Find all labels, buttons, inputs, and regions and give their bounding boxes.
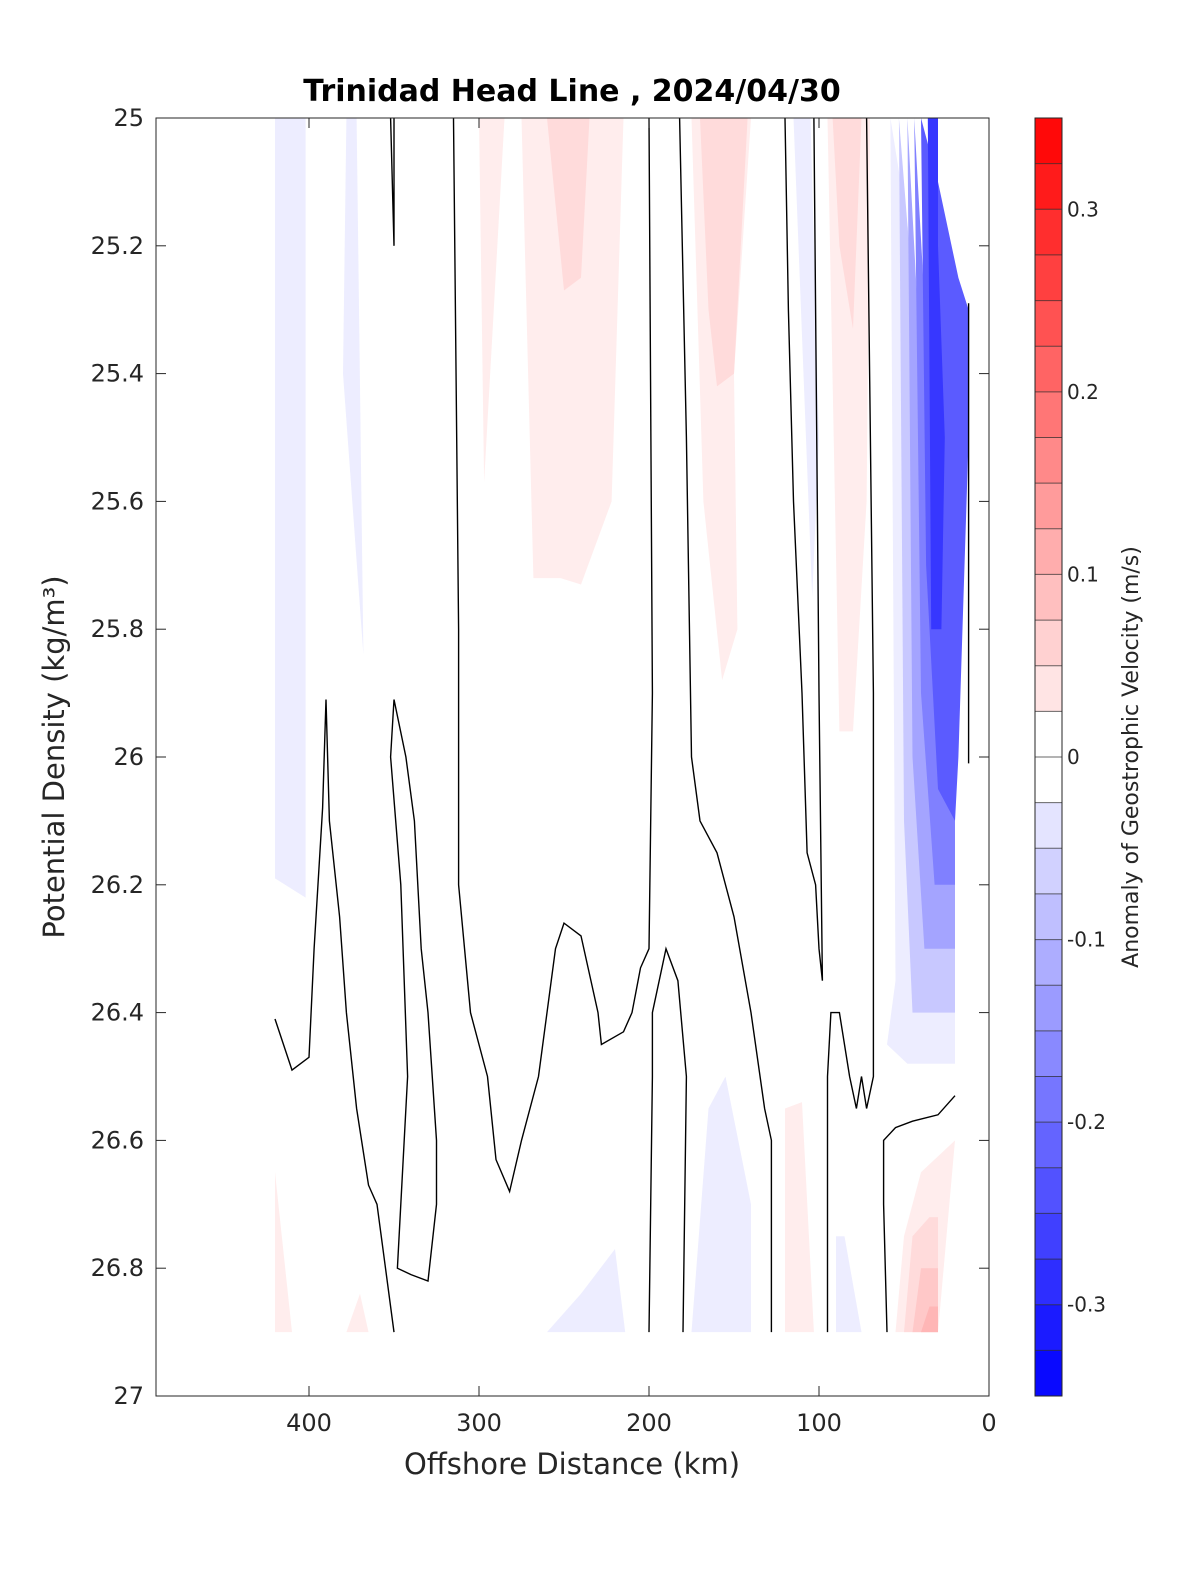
filled-contour-region — [275, 118, 306, 898]
y-tick-label: 25.6 — [91, 487, 144, 515]
filled-contour-region — [700, 118, 748, 387]
x-tick-label: 0 — [981, 1409, 996, 1437]
colorbar-tick-label: 0.3 — [1067, 197, 1099, 221]
zero-contour-line — [678, 118, 773, 1333]
zero-contour-line — [389, 699, 438, 1282]
chart-title: Trinidad Head Line , 2024/04/30 — [303, 74, 840, 109]
colorbar-label: Anomaly of Geostrophic Velocity (m/s) — [1119, 546, 1144, 968]
filled-contour-region — [836, 1236, 862, 1333]
colorbar-level — [1035, 483, 1062, 529]
colorbar-tick-label: 0.2 — [1067, 380, 1099, 404]
colorbar-level — [1035, 620, 1062, 666]
filled-contour-region — [547, 1249, 626, 1333]
colorbar-tick-label: -0.3 — [1067, 1293, 1106, 1317]
colorbar-tick-label: -0.1 — [1067, 928, 1106, 952]
zero-contour-lines — [274, 118, 970, 1333]
colorbar-tick-label: 0 — [1067, 745, 1080, 769]
colorbar-level — [1035, 848, 1062, 894]
colorbar-level — [1035, 254, 1062, 301]
colorbar-level — [1035, 391, 1062, 438]
colorbar-level — [1035, 893, 1062, 940]
colorbar-level — [1035, 939, 1062, 986]
colorbar-level — [1035, 300, 1062, 347]
y-axis-label: Potential Density (kg/m³) — [37, 575, 71, 938]
filled-contour-region — [921, 1306, 938, 1333]
zero-contour-line — [452, 118, 654, 1194]
colorbar-level — [1035, 665, 1062, 712]
colorbar-level — [1035, 1076, 1062, 1123]
colorbar-level — [1035, 757, 1062, 803]
colorbar-level — [1035, 711, 1062, 757]
filled-contour-region — [827, 118, 870, 732]
colorbar-level — [1035, 1259, 1062, 1305]
filled-contour-region — [275, 1172, 292, 1333]
filled-contour-region — [547, 118, 590, 291]
y-tick-label: 25.8 — [91, 615, 144, 643]
filled-contour-region — [927, 118, 945, 630]
zero-contour-line — [826, 118, 875, 1333]
colorbar-level — [1035, 209, 1062, 255]
colorbar-level — [1035, 1167, 1062, 1214]
colorbar-level — [1035, 118, 1062, 164]
y-tick-label: 25.2 — [91, 232, 144, 260]
filled-contour-region — [343, 118, 364, 655]
zero-contour-line — [274, 699, 395, 1333]
x-tick-label: 400 — [286, 1409, 332, 1437]
colorbar-level — [1035, 1030, 1062, 1077]
x-tick-label: 300 — [456, 1409, 502, 1437]
colorbar-level — [1035, 346, 1062, 392]
axes: 400 300 200 100 0 25 25.2 25.4 25.6 25.8 26 26.2 26.… — [91, 104, 997, 1437]
colorbar-level — [1035, 802, 1062, 849]
filled-contours — [275, 118, 969, 1333]
zero-contour-line — [784, 118, 824, 981]
filled-contour-region — [793, 118, 819, 598]
filled-contour-region — [521, 118, 624, 585]
zero-contour-line — [882, 1095, 956, 1333]
filled-contour-region — [691, 1076, 751, 1333]
filled-contour-region — [479, 118, 505, 483]
colorbar-tick-label: 0.1 — [1067, 562, 1099, 586]
colorbar-level — [1035, 985, 1062, 1031]
filled-contour-region — [832, 118, 862, 329]
filled-contour-region — [785, 1102, 814, 1333]
colorbar-level — [1035, 1122, 1062, 1168]
colorbar-level — [1035, 163, 1062, 210]
zero-contour-line — [648, 946, 688, 1333]
y-tick-label: 26.8 — [91, 1254, 144, 1282]
colorbar-level — [1035, 1350, 1062, 1396]
colorbar-level — [1035, 437, 1062, 484]
y-tick-label: 26.2 — [91, 871, 144, 899]
colorbar-tick-label: -0.2 — [1067, 1110, 1106, 1134]
colorbar-level — [1035, 1213, 1062, 1260]
filled-contour-region — [346, 1293, 369, 1333]
zero-contour-line — [389, 118, 395, 246]
colorbar-level — [1035, 574, 1062, 621]
y-tick-label: 26.4 — [91, 999, 144, 1027]
y-tick-label: 26.6 — [91, 1126, 144, 1154]
y-tick-label: 25 — [113, 104, 144, 132]
y-tick-label: 25.4 — [91, 360, 144, 388]
x-tick-label: 100 — [796, 1409, 842, 1437]
x-tick-label: 200 — [626, 1409, 672, 1437]
y-tick-label: 27 — [113, 1382, 144, 1410]
colorbar-frame — [1034, 117, 1063, 1397]
y-tick-label: 26 — [113, 743, 144, 771]
colorbar-level — [1035, 528, 1062, 575]
x-axis-label: Offshore Distance (km) — [404, 1447, 740, 1481]
colorbar: 0.3 0.2 0.1 0 -0.1 -0.2 -0.3 — [1034, 117, 1106, 1397]
colorbar-level — [1035, 1304, 1062, 1351]
